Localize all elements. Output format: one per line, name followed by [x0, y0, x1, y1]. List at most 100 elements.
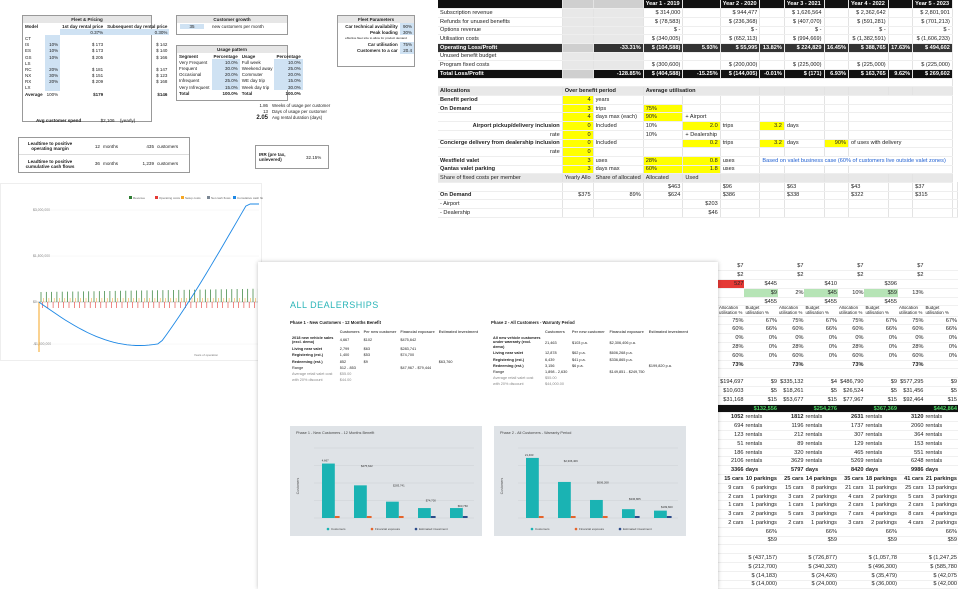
sheet2-parking-row-cell: 3 cars: [718, 509, 745, 519]
alloc-extra2-unit: [784, 130, 825, 140]
sheet2-parking-row: 1 cars 1 parkings 1 cars 1 parkings 2 cars 1 …: [718, 500, 958, 511]
sheet2-top-row-cell: $7: [718, 262, 745, 272]
sheet-cost-row-gap: [593, 52, 644, 62]
sheet-revenue-row-value: $ (652,113): [720, 34, 761, 44]
fleet-model: IS: [25, 42, 30, 48]
phase1-title: Phase 1 - New Customers - 12 Months Bene…: [290, 320, 381, 325]
alloc-extra-unit: [720, 104, 761, 114]
sheet-cost-row-value: [888, 60, 914, 70]
fleet-parameters-title: Fleet Parameters: [338, 16, 414, 23]
sheet2-days-row-cell: days: [804, 465, 838, 476]
fleet-param-label: Car technical availability: [345, 23, 398, 29]
sheet2-parking-row-cell: 1 cars: [718, 500, 745, 511]
share-header-cell: Yearly Allo: [562, 173, 594, 183]
sheet2-top-row-cell: 527: [718, 279, 745, 289]
usage-cell: Infrequent: [179, 78, 200, 84]
phase2-cell: $2,306,406 p.a.: [609, 340, 636, 345]
usage-row: Infrequent 25.0% WE day trip 15.0%: [177, 77, 303, 84]
share-allocated: [643, 208, 684, 218]
alloc-pct: 90%: [643, 112, 684, 123]
sheet2-top-row: $2 $2 $2 $2: [718, 270, 958, 281]
phase1-row: Registering (est.) 1,400 $53 $74,700: [290, 352, 480, 358]
share-year-value: [848, 208, 889, 218]
cash-flow-chart-svg: Revenue Operating costs Setup costs Net cas…: [33, 196, 267, 357]
sheet2-rental-row-cell: rentals: [804, 412, 838, 423]
sheet-operating-row-value: $ 55,995: [720, 43, 761, 53]
alloc-value: 0: [562, 121, 594, 131]
sheet2-alloc-row-cell: 0%: [924, 351, 958, 361]
sheet2-parking-row-cell: 2 parkings: [804, 492, 838, 502]
sheet2-parking-row-cell: 1 parkings: [744, 492, 778, 502]
sheet-header-cell: Year 3 - 2021: [784, 0, 825, 10]
fleet-parameters-grid: Car technical availability 90% Peak loadin…: [338, 23, 414, 54]
sheet2-green-cell: $442,864: [897, 404, 958, 414]
alloc-row: Qantas valet parking 3 days max 60% 1.8 uses: [438, 165, 958, 175]
phase2-sub-cell: $55.00: [545, 376, 557, 381]
alloc-extra2: [759, 147, 785, 157]
sheet-revenue-row-value: [824, 34, 850, 44]
alloc-extra3: 90%: [824, 139, 850, 149]
sheet2-alloc-row-cell: 0%: [897, 333, 925, 344]
alloc-label: Westfield valet: [438, 156, 563, 166]
sheet2-tail-row: $ (437,157) $ (726,877) $ (1,057,78 $ (1,24…: [718, 553, 958, 563]
sheet-revenue-row-value: [759, 34, 785, 44]
share-year-gap: [888, 191, 914, 201]
sheet2-parking-row-cell: 1 parkings: [804, 518, 838, 528]
sheet2-top-row: 527 $445 $410 $396: [718, 279, 958, 289]
sheet2-tail-row-cell: $ (1,247,25: [897, 553, 958, 563]
sheet2-alloc-header-row: Allocation utilisation % Budget utilisati…: [718, 305, 958, 317]
sheet2-rental-row-cell: 1737: [837, 421, 865, 432]
usage-cell: Very Infrequent: [179, 84, 210, 90]
chart2-customers-bar: [590, 499, 603, 518]
sheet-header-cell: Year 1 - 2019: [643, 0, 684, 10]
sheet-header-cell: Year 4 - 2022: [848, 0, 889, 10]
avg-spend-label: Avg customer spend: [36, 118, 82, 123]
sheet-header-cell: [888, 0, 914, 10]
phase2-cell: 21,463: [545, 340, 557, 345]
alloc-unit: trips: [593, 104, 644, 114]
sheet2-alloc-row-cell: 0%: [924, 342, 958, 352]
sheet2-top-row-cell: $2: [837, 270, 865, 281]
alloc-row: rate 0 10% + Dealership: [438, 130, 958, 140]
phase2-cell: $199,820 p.a.: [648, 364, 672, 369]
chart2-legend-swatch: [574, 527, 578, 531]
sheet2-rental-row-cell: rentals: [804, 430, 838, 440]
fleet-param-value: 75%: [399, 41, 414, 48]
fleet-pricing-title: Fleet & Pricing: [23, 16, 151, 23]
sheet2-money-row-cell: $18,261: [777, 386, 805, 396]
fleet-header-cell: Subsequent day rental price: [107, 23, 168, 29]
share-year-gap: [952, 208, 958, 218]
sheet-cost-row: Unused benefit budget: [438, 52, 958, 62]
chart2-bar-label: $199,820: [661, 505, 673, 509]
sheet2-money-row-cell: $9: [924, 377, 958, 388]
sheet2-top-row-cell: $455: [804, 297, 838, 307]
sheet2-top-row-cell: [718, 297, 745, 307]
usage-note: 1.86 Weeks of usage per customer: [240, 103, 350, 109]
phase1-cell: 852: [339, 359, 347, 364]
alloc-extra3-label: [848, 165, 953, 175]
sheet2-parking-row-cell: 3 parkings: [804, 509, 838, 519]
sheet2-rental-row-cell: rentals: [744, 439, 778, 449]
phase2-row: Redeeming (est.) 3,156 $6 p.a. $199,820 p.a…: [491, 363, 691, 369]
phase2-cell: All new vehicle customers under warranty…: [493, 336, 541, 349]
sheet-revenue-row-gap: [562, 8, 594, 18]
phase1-cell: $102: [363, 338, 373, 343]
sheet2-parking-row-cell: 3 cars: [777, 492, 805, 502]
sheet2-rental-row-cell: 51: [718, 439, 745, 449]
sheet2-parking-row: 9 cars 6 parkings 15 cars 8 parkings 21 cars…: [718, 483, 958, 493]
chart2-legend-label: Estimated investment: [623, 527, 652, 531]
fleet-header-row: Model 1st day rental price Subsequent day …: [23, 23, 169, 29]
fleet-pricing-grid: Model 1st day rental price Subsequent day …: [23, 23, 170, 97]
sheet2-alloc-row-cell: 60%: [897, 351, 925, 361]
sheet-total-row-label: Total Loss/Profit: [438, 69, 563, 79]
sheet-revenue-row-value: [682, 8, 721, 18]
usage-header-cell: Segment: [179, 53, 199, 59]
sheet2-top-row-cell: [744, 262, 778, 272]
phase1-cell: 2018 new vehicle sales (excl. demo): [292, 336, 334, 345]
sheet2-rental-row-cell: rentals: [744, 456, 778, 467]
customer-growth-value[interactable]: 35: [180, 24, 204, 29]
chart1-title: Phase 1 - New Customers - 12 Months Bene…: [296, 431, 375, 435]
phase2-sub-cell: $44,000.00: [545, 382, 565, 387]
sheet2-days-row-cell: days: [924, 465, 958, 476]
sheet2-alloc-row-cell: 60%: [718, 351, 745, 361]
